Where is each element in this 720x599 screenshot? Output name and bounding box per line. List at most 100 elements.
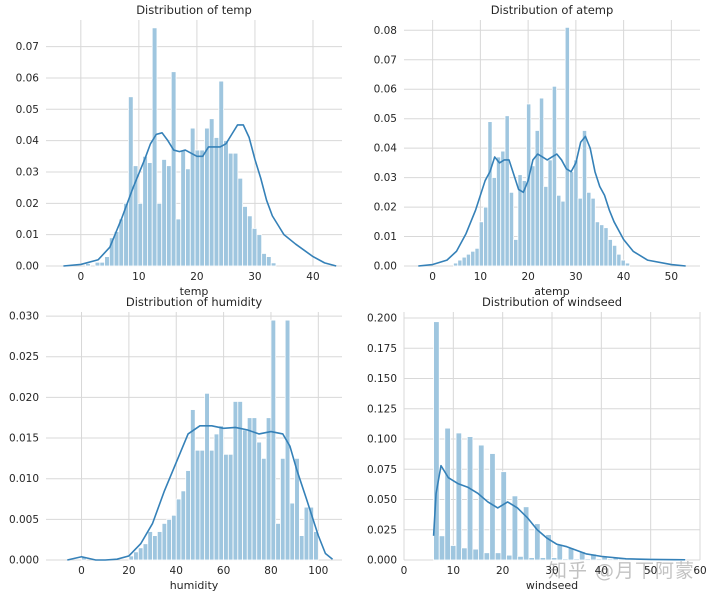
histogram-bar bbox=[256, 441, 262, 561]
histogram-bar bbox=[491, 177, 497, 267]
chart-title: Distribution of humidity bbox=[126, 295, 262, 309]
histogram-bar bbox=[534, 523, 541, 561]
histogram-bar bbox=[508, 191, 515, 267]
histogram-bar bbox=[256, 234, 263, 267]
histogram-bar bbox=[560, 200, 566, 267]
histogram-bar bbox=[313, 531, 319, 561]
histogram-bar bbox=[453, 262, 459, 267]
x-tick-label: 60 bbox=[217, 565, 230, 577]
y-tick-label: 0.150 bbox=[367, 373, 397, 385]
histogram-bar bbox=[199, 149, 205, 267]
y-tick-label: 0.08 bbox=[374, 25, 397, 37]
histogram-bar bbox=[118, 218, 125, 267]
histogram-bar bbox=[547, 159, 553, 267]
histogram-bar bbox=[232, 152, 239, 267]
kde-line bbox=[67, 425, 334, 561]
histogram-bar bbox=[444, 427, 451, 561]
x-tick-label: 60 bbox=[693, 565, 706, 577]
y-tick-label: 0.02 bbox=[374, 202, 397, 214]
histogram-bar bbox=[581, 130, 588, 267]
x-axis-label: windseed bbox=[526, 579, 578, 592]
x-tick-label: 20 bbox=[122, 565, 135, 577]
x-tick-label: 40 bbox=[306, 271, 319, 283]
x-tick-label: 10 bbox=[132, 271, 145, 283]
y-tick-label: 0.025 bbox=[367, 524, 397, 536]
histogram-bar bbox=[298, 535, 305, 561]
histogram-bar bbox=[223, 453, 229, 561]
histogram-bar bbox=[465, 253, 472, 267]
x-tick-label: 30 bbox=[569, 271, 582, 283]
x-tick-label: 20 bbox=[190, 271, 203, 283]
histogram-bar bbox=[496, 156, 502, 267]
histogram-bar bbox=[194, 449, 201, 561]
histogram-bar bbox=[161, 159, 167, 267]
histogram-bar bbox=[237, 401, 243, 561]
histogram-bar bbox=[521, 180, 527, 267]
chart-panel-2: 0 10 20 30 40 50 0.00 0.01 0.02 0.03 0.04 0.05 0.06 0… bbox=[374, 3, 700, 298]
x-tick-label: 20 bbox=[496, 565, 509, 577]
histogram-bar bbox=[433, 321, 440, 561]
histogram-bar bbox=[303, 506, 310, 561]
histogram-bar bbox=[180, 490, 187, 561]
x-tick-label: 0 bbox=[78, 565, 85, 577]
histogram-bar bbox=[227, 453, 234, 561]
histogram-bar bbox=[199, 449, 206, 561]
x-tick-label: 20 bbox=[521, 271, 534, 283]
histogram-bar bbox=[461, 256, 467, 267]
histogram-bar bbox=[612, 244, 618, 267]
histogram-bar bbox=[556, 194, 562, 267]
histogram-bar bbox=[483, 206, 489, 267]
histogram-bar bbox=[590, 553, 597, 561]
chart-title: Distribution of windseed bbox=[482, 295, 622, 309]
x-tick-label: 50 bbox=[644, 565, 657, 577]
histogram-bar bbox=[242, 429, 248, 561]
histogram-bar bbox=[594, 221, 600, 267]
histogram-bar bbox=[586, 191, 592, 267]
histogram-bar bbox=[551, 85, 557, 267]
y-tick-label: 0.125 bbox=[367, 403, 397, 415]
y-tick-label: 0.200 bbox=[367, 313, 397, 325]
histogram-bar bbox=[251, 227, 258, 267]
y-tick-label: 0.000 bbox=[9, 555, 39, 567]
histogram-bar bbox=[175, 498, 182, 561]
histogram-bar bbox=[213, 433, 220, 561]
histogram-bar bbox=[266, 256, 272, 267]
histogram-bar bbox=[237, 177, 244, 267]
y-tick-label: 0.020 bbox=[9, 392, 39, 404]
x-tick-label: 40 bbox=[595, 565, 608, 577]
histogram-bar bbox=[218, 425, 224, 561]
histogram-bar bbox=[161, 523, 168, 561]
histogram-bar bbox=[504, 115, 510, 267]
histogram-bar bbox=[265, 417, 272, 561]
histogram-bar bbox=[128, 555, 135, 561]
histogram-bar bbox=[472, 548, 479, 561]
x-axis-label: humidity bbox=[170, 579, 219, 592]
y-tick-label: 0.05 bbox=[374, 113, 397, 125]
y-tick-label: 0.03 bbox=[16, 166, 39, 178]
histogram-bar bbox=[522, 506, 530, 561]
histogram-bar bbox=[133, 551, 139, 561]
histogram-bar bbox=[261, 457, 267, 561]
histogram-bar bbox=[450, 545, 457, 561]
histogram-bar bbox=[232, 401, 239, 561]
histogram-bar bbox=[543, 186, 549, 267]
y-tick-label: 0.100 bbox=[367, 434, 397, 446]
histogram-bar bbox=[246, 417, 253, 561]
histogram-bar bbox=[142, 155, 148, 267]
histogram-bar bbox=[85, 263, 91, 267]
histogram-bar bbox=[466, 436, 474, 561]
y-tick-label: 0.050 bbox=[367, 494, 397, 506]
histogram-bar bbox=[455, 432, 463, 561]
histogram-bar bbox=[204, 392, 210, 561]
histogram-bar bbox=[457, 259, 463, 267]
chart-panel-4: 0 10 20 30 40 50 60 0.000 0.025 0.050 0.075 0.100 0.… bbox=[367, 295, 707, 592]
chart-panel-3: 0 20 40 60 80 100 0.000 0.005 0.010 0.015 0.020 0.0… bbox=[9, 295, 342, 592]
histogram-bar bbox=[438, 535, 446, 561]
histogram-bar bbox=[261, 253, 267, 267]
x-tick-label: 80 bbox=[264, 565, 277, 577]
histogram-bar bbox=[166, 518, 172, 561]
y-tick-label: 0.01 bbox=[374, 231, 397, 243]
histogram-bar bbox=[242, 206, 248, 267]
x-tick-label: 0 bbox=[77, 271, 84, 283]
histogram-bar bbox=[478, 444, 485, 561]
